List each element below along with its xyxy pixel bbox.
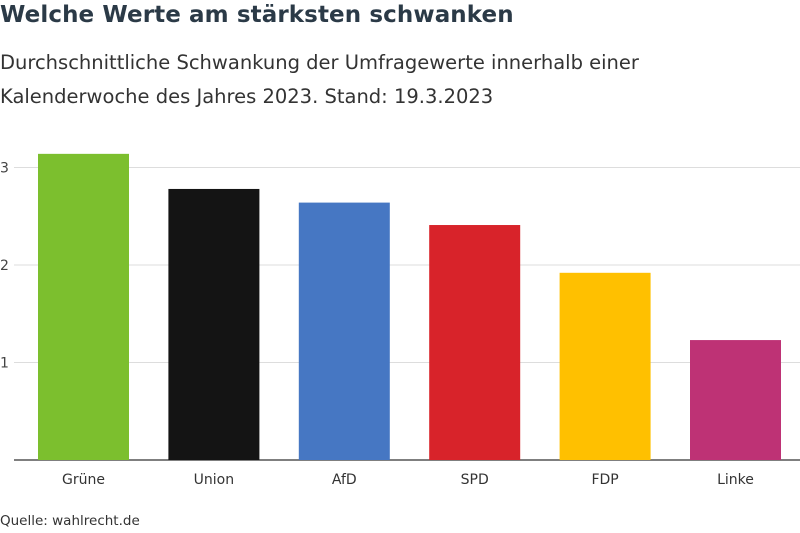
bar-spd: [429, 225, 521, 460]
bars: [38, 153, 781, 460]
bar-fdp: [559, 272, 651, 460]
bar-linke: [690, 340, 781, 460]
x-category-label: Linke: [717, 472, 754, 488]
x-category-label: Grüne: [62, 472, 105, 488]
gridlines: [14, 167, 800, 461]
y-tick-label: 3: [0, 161, 9, 177]
chart-subtitle: Durchschnittliche Schwankung der Umfrage…: [0, 51, 639, 108]
bar-chart: 1 2 3 Grüne Union AfD SPD FDP Linke: [0, 153, 800, 489]
axis-labels: 1 2 3 Grüne Union AfD SPD FDP Linke: [0, 161, 754, 489]
x-category-label: SPD: [461, 472, 489, 488]
bar-gr-ne: [38, 153, 129, 460]
chart-title: Welche Werte am stärksten schwanken: [0, 2, 514, 28]
x-category-label: AfD: [332, 472, 357, 488]
bar-union: [168, 188, 260, 460]
bar-afd: [298, 202, 390, 460]
x-category-label: Union: [194, 472, 234, 488]
y-tick-label: 2: [0, 258, 9, 274]
source-note: Quelle: wahlrecht.de: [0, 513, 140, 529]
y-tick-label: 1: [0, 356, 9, 372]
x-category-label: FDP: [591, 472, 618, 488]
